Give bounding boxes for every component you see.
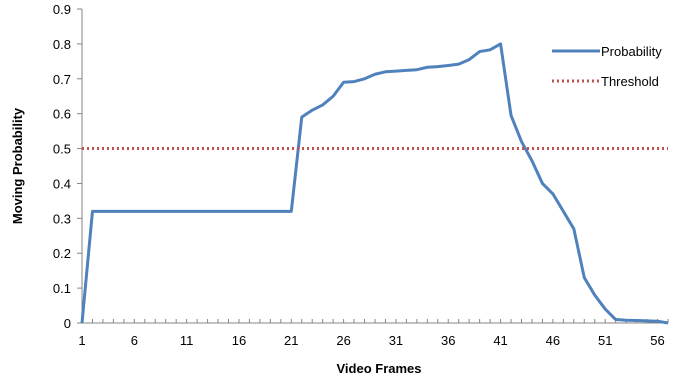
- probability-line: [80, 42, 669, 325]
- y-tick-label: 0: [64, 316, 71, 331]
- legend-label: Threshold: [601, 74, 659, 89]
- series-layer: [80, 42, 669, 325]
- y-tick-label: 0.6: [53, 107, 71, 122]
- y-tick-label: 0.3: [53, 211, 71, 226]
- x-tick-label: 31: [389, 333, 403, 348]
- y-axis: 0 0.1 0.2 0.3 0.4 0.5 0.6 0.7 0.8 0.9: [53, 2, 83, 331]
- x-tick-label: 6: [131, 333, 138, 348]
- x-tick-label: 36: [441, 333, 455, 348]
- x-tick-label: 46: [546, 333, 560, 348]
- y-axis-title: Moving Probability: [10, 107, 25, 224]
- y-tick-label: 0.8: [53, 37, 71, 52]
- y-tick-label: 0.4: [53, 176, 71, 191]
- x-axis-title: Video Frames: [336, 361, 421, 376]
- x-tick-label: 21: [284, 333, 298, 348]
- x-tick-label: 56: [650, 333, 664, 348]
- x-tick-label: 51: [598, 333, 612, 348]
- legend-label: Probability: [601, 44, 662, 59]
- y-tick-label: 0.7: [53, 72, 71, 87]
- x-tick-label: 41: [493, 333, 507, 348]
- x-axis: 1 6 11 16 21 26 31 36 41 46 51 56: [78, 319, 669, 348]
- y-tick-label: 0.2: [53, 246, 71, 261]
- y-tick-label: 0.5: [53, 142, 71, 157]
- legend: Probability Threshold: [552, 44, 662, 89]
- x-tick-label: 26: [336, 333, 350, 348]
- x-tick-label: 1: [78, 333, 85, 348]
- y-tick-label: 0.9: [53, 2, 71, 17]
- y-tick-label: 0.1: [53, 281, 71, 296]
- x-tick-label: 11: [180, 333, 194, 348]
- x-tick-label: 16: [232, 333, 246, 348]
